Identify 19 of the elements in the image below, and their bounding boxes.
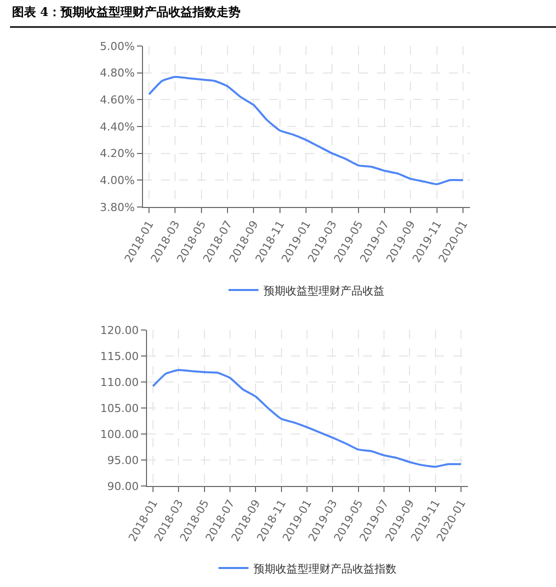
y-tick-label: 4.80% [100,66,135,80]
y-tick-label: 105.00 [100,402,139,415]
y-tick-label: 4.40% [100,120,135,134]
chart-title: 图表 4：预期收益型理财产品收益指数走势 [12,5,241,19]
y-tick-label: 100.00 [100,428,139,441]
legend-label: 预期收益型理财产品收益 [264,284,384,298]
y-tick-label: 95.00 [107,454,139,467]
line-series [152,369,462,468]
y-tick-label: 4.00% [100,174,135,188]
legend-label: 预期收益型理财产品收益指数 [254,562,396,576]
y-tick-label: 110.00 [100,376,139,389]
y-tick-label: 5.00% [100,40,135,53]
y-tick-label: 90.00 [107,480,139,493]
line-series [148,76,464,186]
y-tick-label: 4.20% [100,147,135,160]
y-tick-label: 4.60% [100,94,135,107]
y-tick-label: 120.00 [100,324,139,337]
y-tick-label: 115.00 [100,350,139,363]
y-tick-label: 3.80% [100,200,135,214]
